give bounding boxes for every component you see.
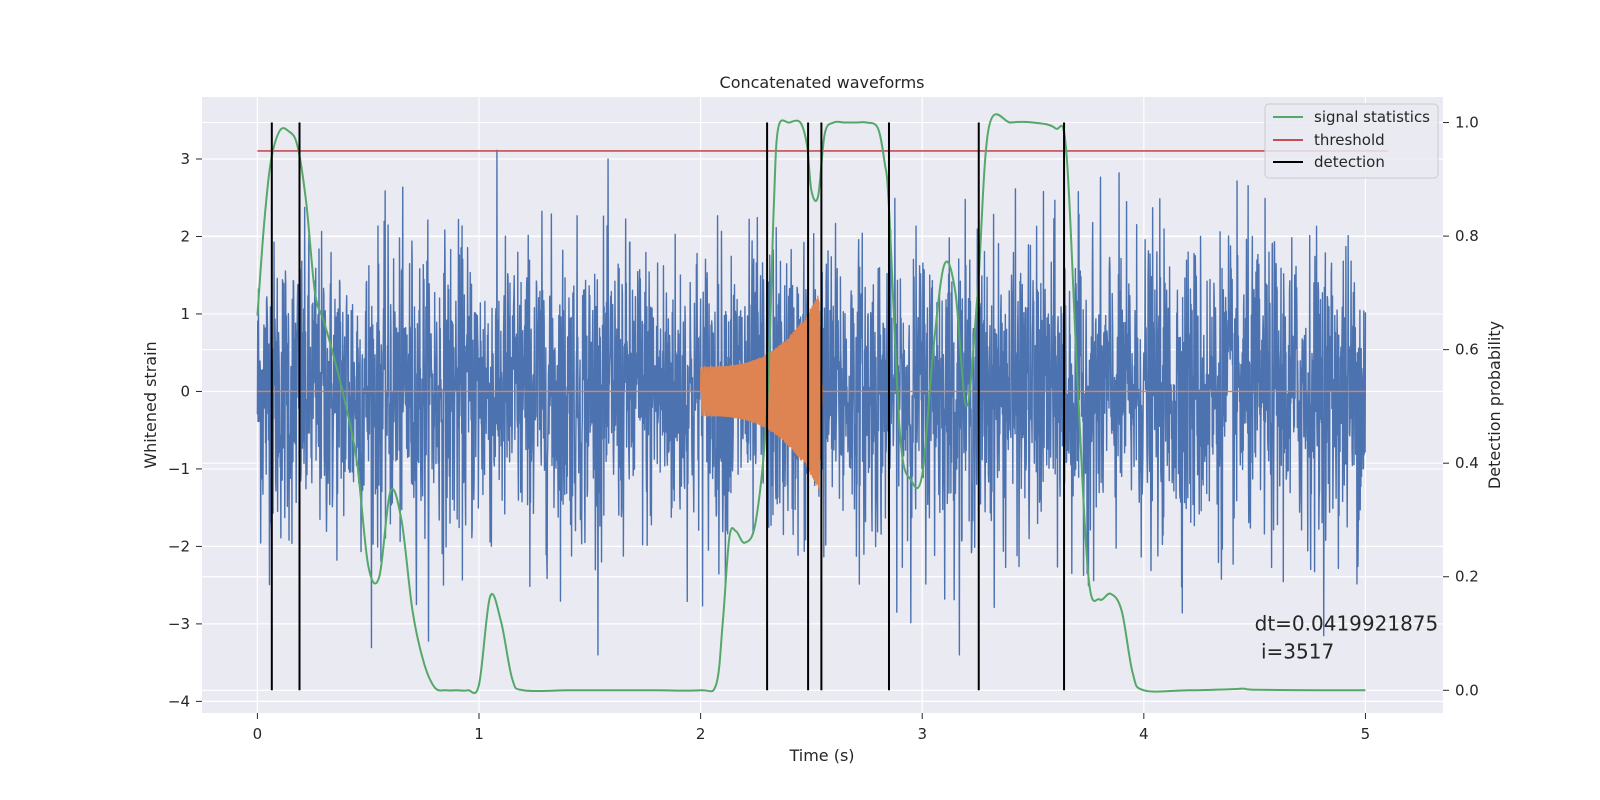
signal-line — [257, 295, 1366, 489]
y-tick-label: −2 — [168, 537, 190, 555]
x-tick-label: 3 — [917, 725, 927, 743]
legend: signal statistics threshold detection — [1264, 103, 1439, 179]
legend-box — [1264, 103, 1439, 179]
y-tick-label: 0 — [180, 382, 190, 400]
y-tick-label: −3 — [168, 615, 190, 633]
x-tick-label: 0 — [253, 725, 263, 743]
right-axis-label: Detection probability — [1485, 321, 1504, 489]
right-tick-label: 0.6 — [1455, 341, 1479, 359]
annotation-index: i=3517 — [1255, 640, 1335, 664]
legend-label-threshold: threshold — [1314, 131, 1385, 149]
y-tick-label: 2 — [180, 227, 190, 245]
x-tick-label: 1 — [474, 725, 484, 743]
annotation-dt: dt=0.0419921875 — [1255, 612, 1439, 636]
x-tick-label: 4 — [1139, 725, 1149, 743]
right-axis-ticks: 0.0 0.2 0.4 0.6 0.8 1.0 — [1443, 114, 1479, 699]
chart-title: Concatenated waveforms — [720, 73, 925, 92]
y-tick-label: 1 — [180, 305, 190, 323]
detection-series — [270, 122, 1066, 691]
signal-series — [257, 295, 1366, 489]
right-tick-label: 0.8 — [1455, 227, 1479, 245]
statistics-line — [256, 113, 1366, 695]
y-tick-label: 3 — [180, 150, 190, 168]
y-tick-label: −1 — [168, 460, 190, 478]
y-axis-label: Whitened strain — [141, 341, 160, 468]
statistics-series — [256, 113, 1366, 695]
right-tick-label: 0.2 — [1455, 568, 1479, 586]
right-tick-label: 0.4 — [1455, 454, 1479, 472]
x-tick-label: 5 — [1361, 725, 1371, 743]
right-tick-label: 1.0 — [1455, 114, 1479, 132]
x-tick-label: 2 — [696, 725, 706, 743]
legend-label-detection: detection — [1314, 153, 1385, 171]
legend-label-statistics: signal statistics — [1314, 108, 1430, 126]
y-tick-label: −4 — [168, 692, 190, 710]
right-tick-label: 0.0 — [1455, 681, 1479, 699]
y-axis-ticks: −4 −3 −2 −1 0 1 2 3 — [168, 150, 202, 710]
x-axis-label: Time (s) — [788, 746, 854, 765]
x-axis-ticks: 0 1 2 3 4 5 — [253, 713, 1371, 743]
